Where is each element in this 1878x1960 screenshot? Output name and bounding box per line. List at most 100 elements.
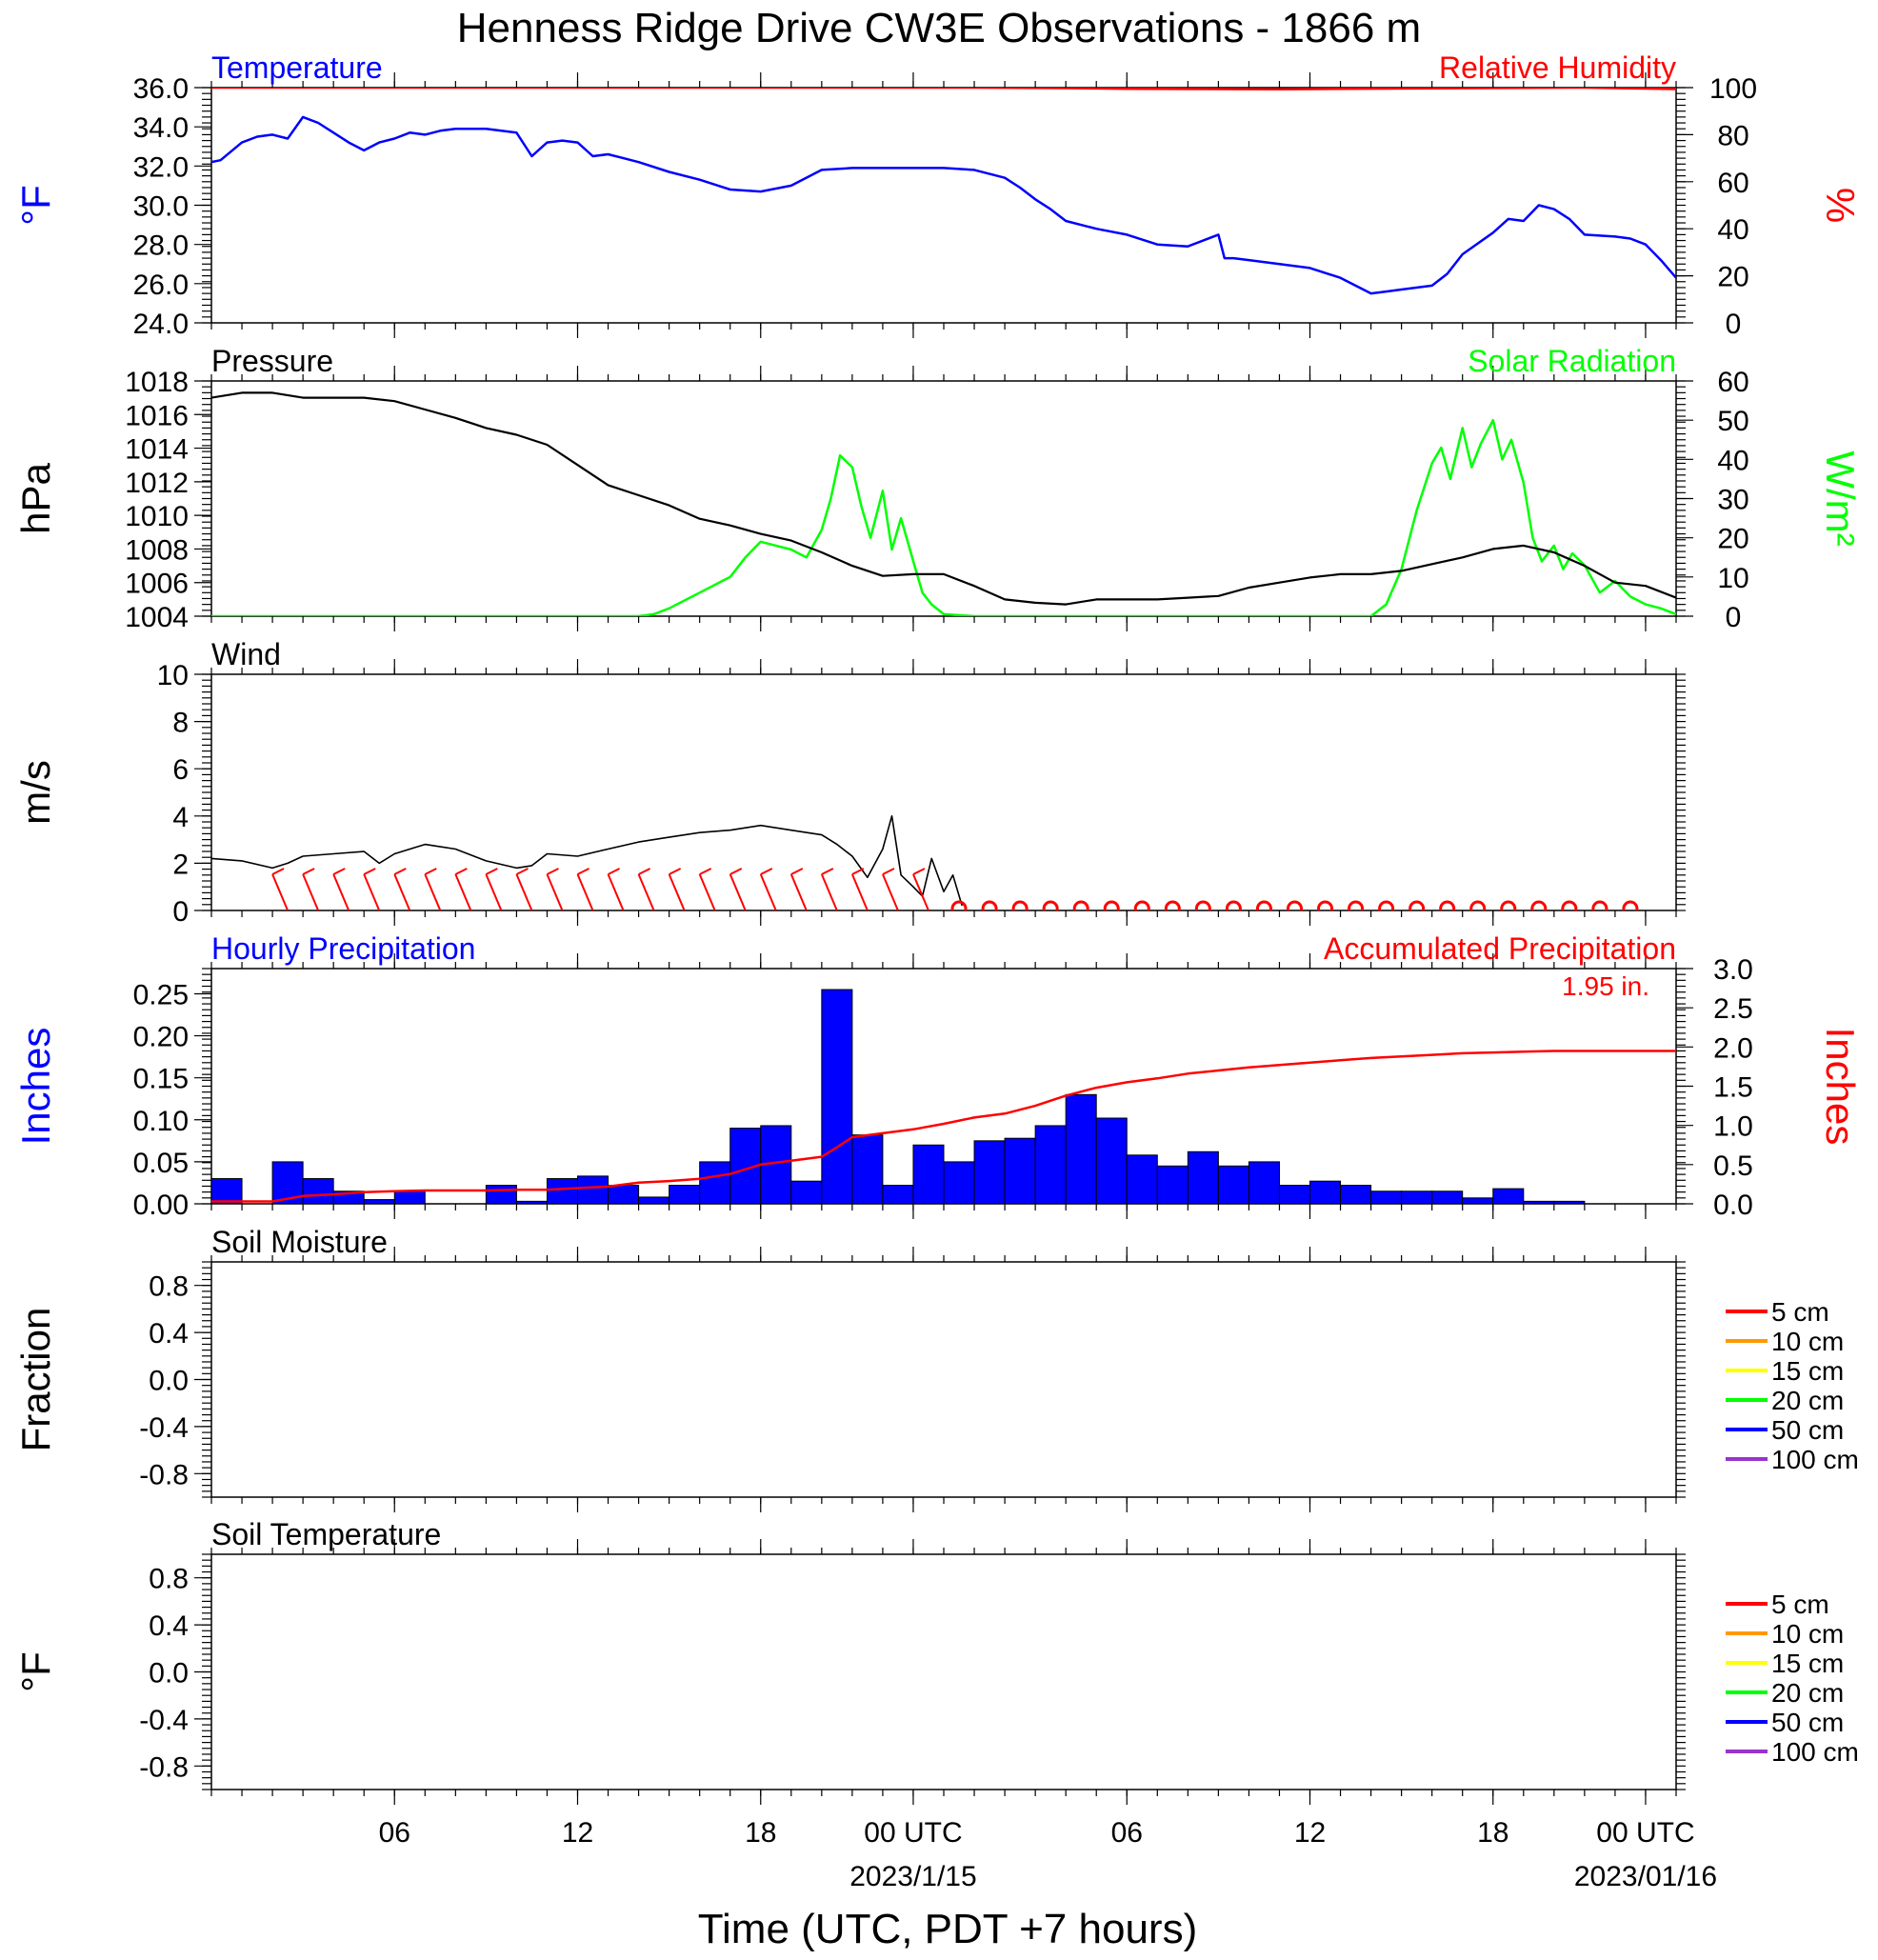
temperature-ytick-label: 30.0: [133, 191, 189, 223]
x-tick-label: 12: [1294, 1817, 1326, 1849]
soil_temperature-ytick-label: -0.4: [139, 1705, 189, 1736]
temperature-y2tick-label: 0: [1726, 309, 1742, 340]
calm-wind-marker: [1378, 900, 1395, 910]
precip-data: [211, 989, 1676, 1204]
hourly-precip-bar: [851, 1134, 884, 1204]
panel-wind: 0 2 4 6 8 10 Wind m/s: [13, 637, 1686, 928]
wind-barb-flag: [912, 868, 926, 875]
soil_moisture-legend-label: 50 cm: [1771, 1415, 1844, 1445]
precip-y2tick-label: 1.0: [1713, 1111, 1753, 1143]
precip-y2tick-label: 0.0: [1713, 1190, 1753, 1221]
soil_temperature-legend-label: 10 cm: [1771, 1619, 1844, 1649]
wind-barb-staff: [850, 873, 869, 910]
hourly-precip-bar: [1278, 1185, 1311, 1204]
temperature-y2tick-label: 60: [1717, 168, 1748, 199]
temperature-ytick-label: 24.0: [133, 309, 189, 340]
wind-frame: [210, 673, 1677, 911]
hourly-precip-bar: [882, 1185, 914, 1204]
wind-barb-staff: [515, 873, 533, 910]
wind-barb-flag: [547, 868, 559, 875]
temperature-ytick-label: 36.0: [133, 73, 189, 105]
wind-left-title: Wind: [211, 637, 281, 671]
panel-precip: 0.00 0.05 0.10 0.15 0.20 0.25 0.0 0.5 1.0 1.5 2.0 2…: [13, 931, 1863, 1221]
calm-wind-marker: [1469, 900, 1487, 910]
precip-y2tick-label: 0.5: [1713, 1150, 1753, 1182]
panel-soil_moisture: -0.8 -0.4 0.0 0.4 0.8 Soil Moisture Fraction 5 …: [13, 1225, 1859, 1512]
hourly-precip-bar: [515, 1200, 548, 1204]
calm-wind-marker: [1225, 900, 1242, 910]
soil_moisture-ylabel-left: Fraction: [13, 1308, 58, 1452]
wind-data: [211, 814, 1639, 910]
soil_moisture-ytick-label: -0.8: [139, 1459, 189, 1490]
precip-ytick-label: 0.15: [133, 1064, 189, 1095]
x-tick-label: 18: [1477, 1817, 1508, 1849]
wind-barb-staff: [485, 873, 503, 910]
precip-y2tick-label: 1.5: [1713, 1072, 1753, 1104]
soil_moisture-legend-label: 5 cm: [1771, 1297, 1829, 1327]
calm-wind-marker: [1103, 900, 1120, 910]
hourly-precip-bar: [760, 1125, 792, 1204]
hourly-precip-bar: [1462, 1197, 1494, 1204]
temperature-ylabel-right: %: [1818, 188, 1863, 223]
wind-barb-staff: [607, 873, 625, 910]
calm-wind-marker: [1561, 900, 1578, 910]
soil_temperature-ytick-label: 0.0: [149, 1658, 189, 1690]
pressure-y2tick-label: 60: [1717, 367, 1748, 398]
hourly-precip-bar: [1156, 1165, 1189, 1204]
temperature-line: [211, 115, 1676, 295]
hourly-precip-bar: [1065, 1093, 1097, 1204]
calm-wind-marker: [1500, 900, 1517, 910]
pressure-ytick-label: 1008: [125, 534, 189, 566]
hourly-precip-bar: [1401, 1190, 1433, 1204]
hourly-precip-bar: [363, 1199, 395, 1204]
hourly-precip-bar: [973, 1140, 1006, 1204]
wind-barb-flag: [393, 868, 407, 875]
hourly-precip-bar: [943, 1161, 975, 1204]
hourly-precip-bar: [1431, 1190, 1464, 1204]
hourly-precip-bar: [546, 1178, 578, 1204]
hourly-precip-bar: [211, 1178, 243, 1204]
wind-barb-flag: [363, 868, 376, 875]
hourly-precip-bar: [577, 1175, 609, 1204]
hourly-precip-bar: [485, 1185, 517, 1204]
pressure-ytick-label: 1018: [125, 367, 189, 398]
soil_temperature-legend-label: 100 cm: [1771, 1737, 1859, 1767]
pressure-ytick-label: 1004: [125, 602, 189, 633]
pressure-frame: [210, 380, 1677, 617]
soil_temperature-ytick-label: 0.8: [149, 1564, 189, 1595]
x-tick-label: 06: [1111, 1817, 1143, 1849]
precip-ytick-label: 0.20: [133, 1022, 189, 1053]
wind-barb-staff: [759, 873, 777, 910]
pressure-ytick-label: 1012: [125, 468, 189, 499]
pressure-left-title: Pressure: [211, 344, 333, 378]
precip-ylabel-left: Inches: [13, 1028, 58, 1146]
pressure-y2tick-label: 30: [1717, 485, 1748, 516]
hourly-precip-bar: [302, 1178, 334, 1204]
wind-barb-flag: [577, 868, 589, 875]
calm-wind-marker: [1194, 900, 1211, 910]
temperature-ylabel-left: °F: [13, 185, 58, 225]
soil_temperature-legend-label: 5 cm: [1771, 1590, 1829, 1619]
calm-wind-marker: [1164, 900, 1181, 910]
pressure-y2tick-label: 0: [1726, 602, 1742, 633]
x-tick-label: 06: [379, 1817, 410, 1849]
calm-wind-marker: [1348, 900, 1365, 910]
wind-barb-staff: [789, 873, 808, 910]
hourly-precip-bar: [821, 989, 853, 1204]
hourly-precip-bar: [393, 1190, 426, 1204]
precip-left-title: Hourly Precipitation: [211, 931, 475, 966]
wind-barb-staff: [912, 873, 929, 910]
wind-barb-staff: [546, 873, 564, 910]
pressure-right-title: Solar Radiation: [1468, 344, 1676, 378]
calm-wind-marker: [1408, 900, 1426, 910]
wind-barb-flag: [608, 868, 621, 875]
pressure-y2tick-label: 20: [1717, 524, 1748, 555]
calm-wind-marker: [1011, 900, 1029, 910]
temperature-frame: [210, 87, 1677, 324]
pressure-ytick-label: 1016: [125, 400, 189, 431]
wind-barb-flag: [271, 868, 285, 875]
calm-wind-marker: [1622, 900, 1639, 910]
hourly-precip-bar: [1126, 1154, 1158, 1204]
hourly-precip-bar: [1248, 1161, 1280, 1204]
